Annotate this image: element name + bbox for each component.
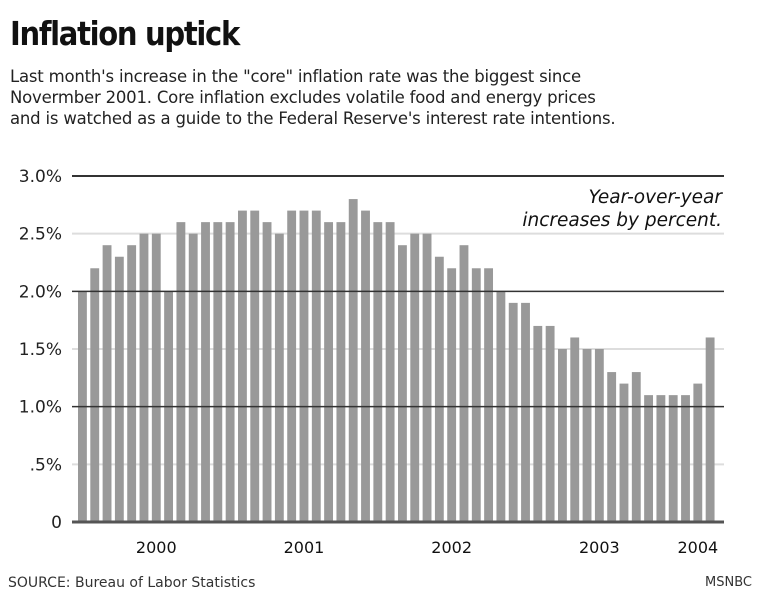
- bar: [274, 233, 284, 523]
- bar: [361, 210, 370, 522]
- x-axis-ticks: 2000 2001 2002 2003 2004: [136, 538, 718, 557]
- y-axis-ticks: 0 .5% 1.0% 1.5% 2.0% 2.5% 3.0%: [19, 167, 62, 533]
- bar: [299, 210, 309, 522]
- bar: [127, 245, 137, 522]
- y-tick-label: 1.0%: [19, 398, 62, 418]
- bar: [348, 199, 358, 522]
- bar: [521, 302, 530, 522]
- bars: [78, 199, 715, 523]
- bar: [311, 210, 321, 522]
- bar: [570, 337, 580, 522]
- x-tick-label: 2004: [677, 538, 718, 557]
- bar: [508, 302, 518, 522]
- annotation-line-1: Year-over-year: [589, 187, 724, 208]
- bar: [287, 210, 297, 522]
- subtitle-line: Last month's increase in the "core" infl…: [10, 67, 581, 86]
- bar: [533, 325, 543, 522]
- bar: [582, 349, 592, 522]
- bar: [324, 222, 334, 522]
- bar: [398, 245, 407, 522]
- bar: [336, 222, 346, 522]
- bar: [262, 222, 272, 522]
- bar: [594, 349, 604, 522]
- bar: [434, 256, 444, 522]
- credit-logo: MSNBC: [705, 575, 752, 590]
- subtitle-line: and is watched as a guide to the Federal…: [10, 109, 616, 128]
- bar: [151, 233, 161, 523]
- bar: [422, 233, 432, 523]
- bar: [385, 222, 395, 522]
- subtitle-line: Novermber 2001. Core inflation excludes …: [10, 88, 596, 107]
- y-tick-label: 0: [51, 513, 62, 533]
- bar: [447, 268, 457, 522]
- bar: [607, 372, 617, 522]
- bar: [631, 372, 641, 522]
- y-tick-label: 2.5%: [19, 225, 62, 245]
- x-tick-label: 2000: [136, 538, 177, 557]
- bar: [644, 395, 654, 522]
- bar: [484, 268, 494, 522]
- bar: [188, 233, 198, 523]
- bar: [668, 395, 678, 522]
- bar: [213, 222, 223, 522]
- bar: [693, 383, 703, 522]
- bar: [225, 222, 235, 522]
- y-tick-label: .5%: [30, 455, 62, 475]
- source-note: SOURCE: Bureau of Labor Statistics: [8, 575, 256, 591]
- bar: [176, 222, 186, 522]
- y-tick-label: 3.0%: [19, 167, 62, 187]
- bar: [90, 268, 100, 522]
- bar: [114, 256, 124, 522]
- bar: [139, 233, 149, 523]
- bar: [705, 337, 715, 522]
- bar: [545, 325, 555, 522]
- chart-subtitle: Last month's increase in the "core" infl…: [10, 66, 760, 129]
- bar: [471, 268, 481, 522]
- bar: [459, 245, 469, 522]
- x-tick-label: 2001: [284, 538, 325, 557]
- major-gridlines: [72, 175, 724, 524]
- bar: [619, 383, 629, 522]
- annotation-line-2: increases by percent.: [522, 210, 722, 231]
- y-tick-label: 1.5%: [19, 340, 62, 360]
- bar: [558, 349, 567, 522]
- bar: [373, 222, 383, 522]
- bar: [238, 210, 247, 522]
- x-tick-label: 2002: [431, 538, 472, 557]
- bar: [201, 222, 210, 522]
- bar: [410, 233, 420, 523]
- bar: [681, 395, 690, 522]
- x-tick-label: 2003: [579, 538, 620, 557]
- chart-title: Inflation uptick: [10, 14, 240, 53]
- bar: [102, 245, 112, 522]
- bar: [250, 210, 260, 522]
- bar: [656, 395, 666, 522]
- y-tick-label: 2.0%: [19, 282, 62, 302]
